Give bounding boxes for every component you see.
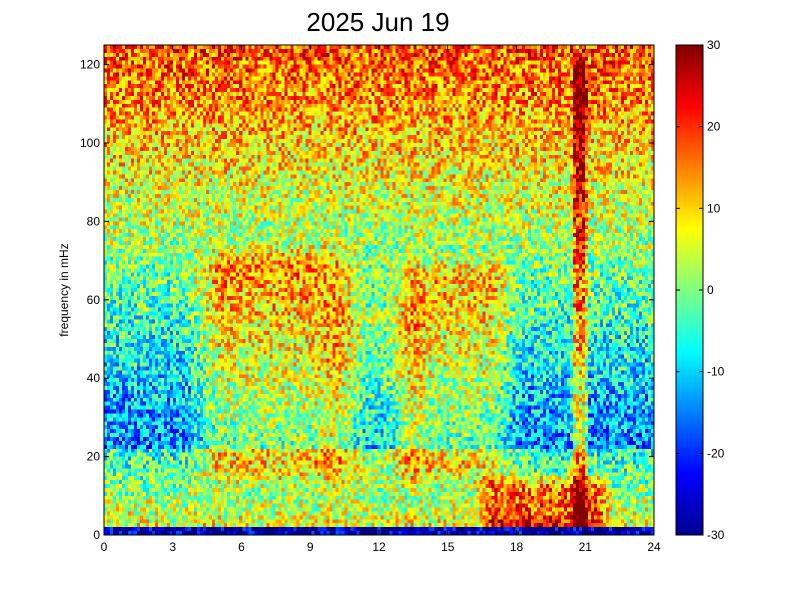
x-tick-label: 24 bbox=[647, 540, 661, 554]
colorbar-tick-label: 30 bbox=[707, 38, 721, 52]
spectrogram-plot bbox=[104, 45, 654, 535]
colorbar-tick-label: 10 bbox=[707, 201, 721, 215]
colorbar-tick-label: 0 bbox=[707, 283, 714, 297]
y-tick-label: 80 bbox=[87, 214, 101, 228]
x-tick-label: 9 bbox=[307, 540, 314, 554]
colorbar-tick-label: -20 bbox=[707, 446, 725, 460]
y-tick-label: 40 bbox=[87, 371, 101, 385]
y-tick-label: 100 bbox=[80, 136, 100, 150]
y-tick-label: 0 bbox=[93, 528, 100, 542]
y-tick-label: 120 bbox=[80, 58, 100, 72]
x-tick-label: 15 bbox=[441, 540, 455, 554]
y-tick-label: 20 bbox=[87, 450, 101, 464]
y-tick-label: 60 bbox=[87, 293, 101, 307]
colorbar-tick-label: -30 bbox=[707, 528, 725, 542]
x-tick-label: 0 bbox=[101, 540, 108, 554]
x-tick-label: 18 bbox=[510, 540, 524, 554]
colorbar-tick-label: 20 bbox=[707, 120, 721, 134]
x-tick-label: 3 bbox=[169, 540, 176, 554]
colorbar bbox=[675, 44, 704, 536]
y-axis-label: frequency in mHz bbox=[57, 243, 71, 336]
y-axis: 0 20 40 60 80 100 120 bbox=[80, 58, 654, 542]
colorbar-axis: -30 -20 -10 0 10 20 30 bbox=[676, 38, 725, 542]
x-tick-label: 12 bbox=[372, 540, 386, 554]
x-axis: 0 3 6 9 12 15 18 21 24 bbox=[101, 45, 661, 554]
colorbar-tick-label: -10 bbox=[707, 365, 725, 379]
x-tick-label: 21 bbox=[579, 540, 593, 554]
x-tick-label: 6 bbox=[238, 540, 245, 554]
chart-title: 2025 Jun 19 bbox=[306, 7, 449, 37]
spectrogram-image bbox=[104, 45, 654, 535]
